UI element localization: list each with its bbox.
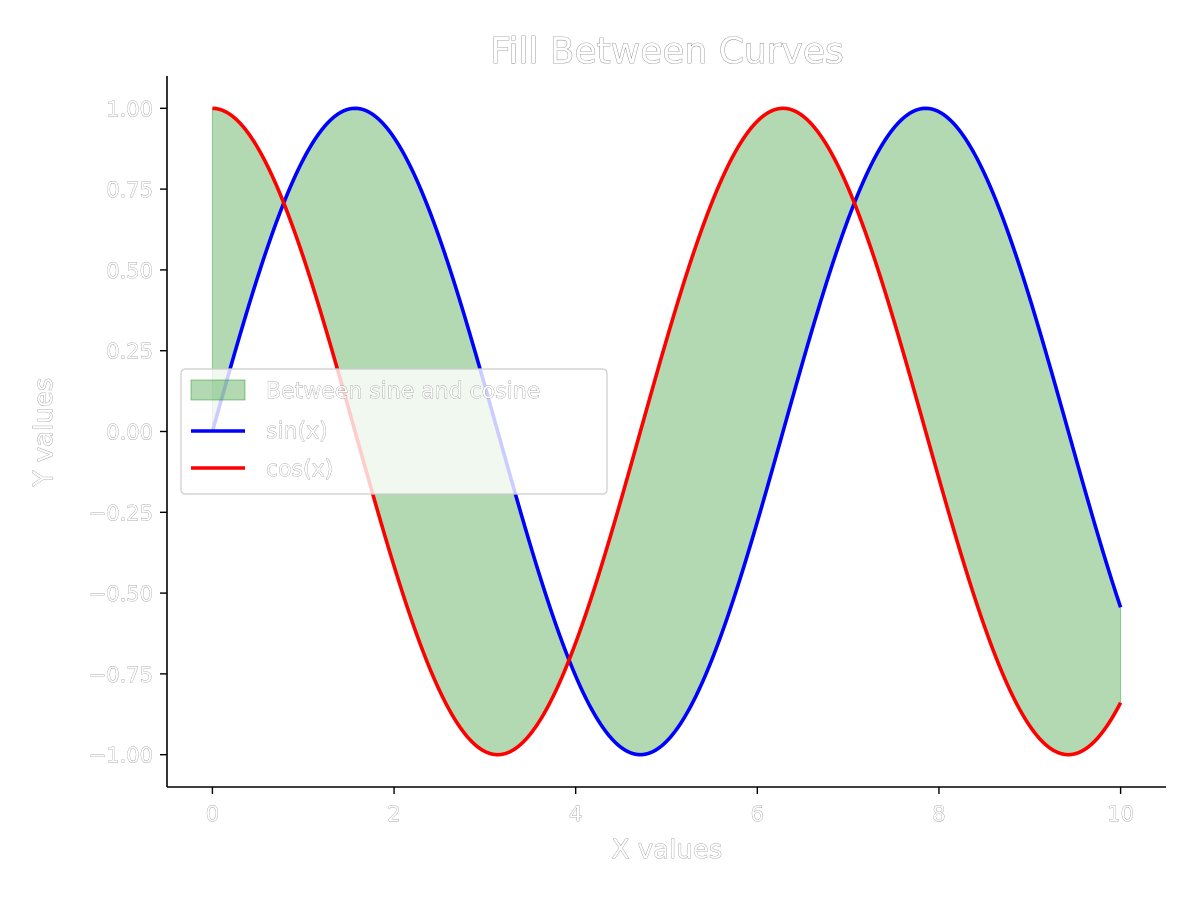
y-tick-label: −0.50: [89, 582, 153, 606]
x-tick-label: 10: [1107, 802, 1134, 826]
sin-series-line: [210, 106, 1123, 757]
legend-label-cos: cos(x): [266, 457, 333, 482]
y-tick-label: 0.75: [106, 178, 153, 202]
y-tick-label: 1.00: [106, 97, 153, 121]
legend-frame: [180, 368, 608, 495]
x-axis-label: X values: [612, 835, 723, 865]
y-tick-label: 0.50: [106, 259, 153, 283]
legend-fill-swatch: [190, 379, 246, 401]
y-tick-label: 0.25: [106, 340, 153, 364]
plot-area: [210, 106, 1123, 757]
legend-label-sin: sin(x): [266, 419, 328, 444]
axes: 0 2 4 6 8 10 1.00 0.75 0.50 0.25 0.00 −0.25 −0.50 −0…: [88, 76, 1166, 826]
legend: Between sine and cosine sin(x) cos(x): [180, 368, 608, 495]
y-axis-label: Y values: [29, 378, 59, 488]
y-axis-ticks: 1.00 0.75 0.50 0.25 0.00 −0.25 −0.50 −0.75 −1.00: [88, 97, 167, 768]
x-tick-label: 6: [751, 802, 764, 826]
x-tick-label: 4: [569, 802, 582, 826]
y-tick-label: −0.75: [89, 663, 153, 687]
x-tick-label: 2: [387, 802, 400, 826]
x-tick-label: 8: [932, 802, 945, 826]
y-tick-label: −0.25: [89, 501, 153, 525]
chart-title: Fill Between Curves: [490, 31, 843, 72]
y-tick-label: 0.00: [106, 421, 153, 445]
x-tick-label: 0: [206, 802, 219, 826]
x-axis-ticks: 0 2 4 6 8 10: [205, 787, 1134, 826]
y-tick-label: −1.00: [89, 744, 153, 768]
legend-label-fill: Between sine and cosine: [266, 379, 540, 404]
